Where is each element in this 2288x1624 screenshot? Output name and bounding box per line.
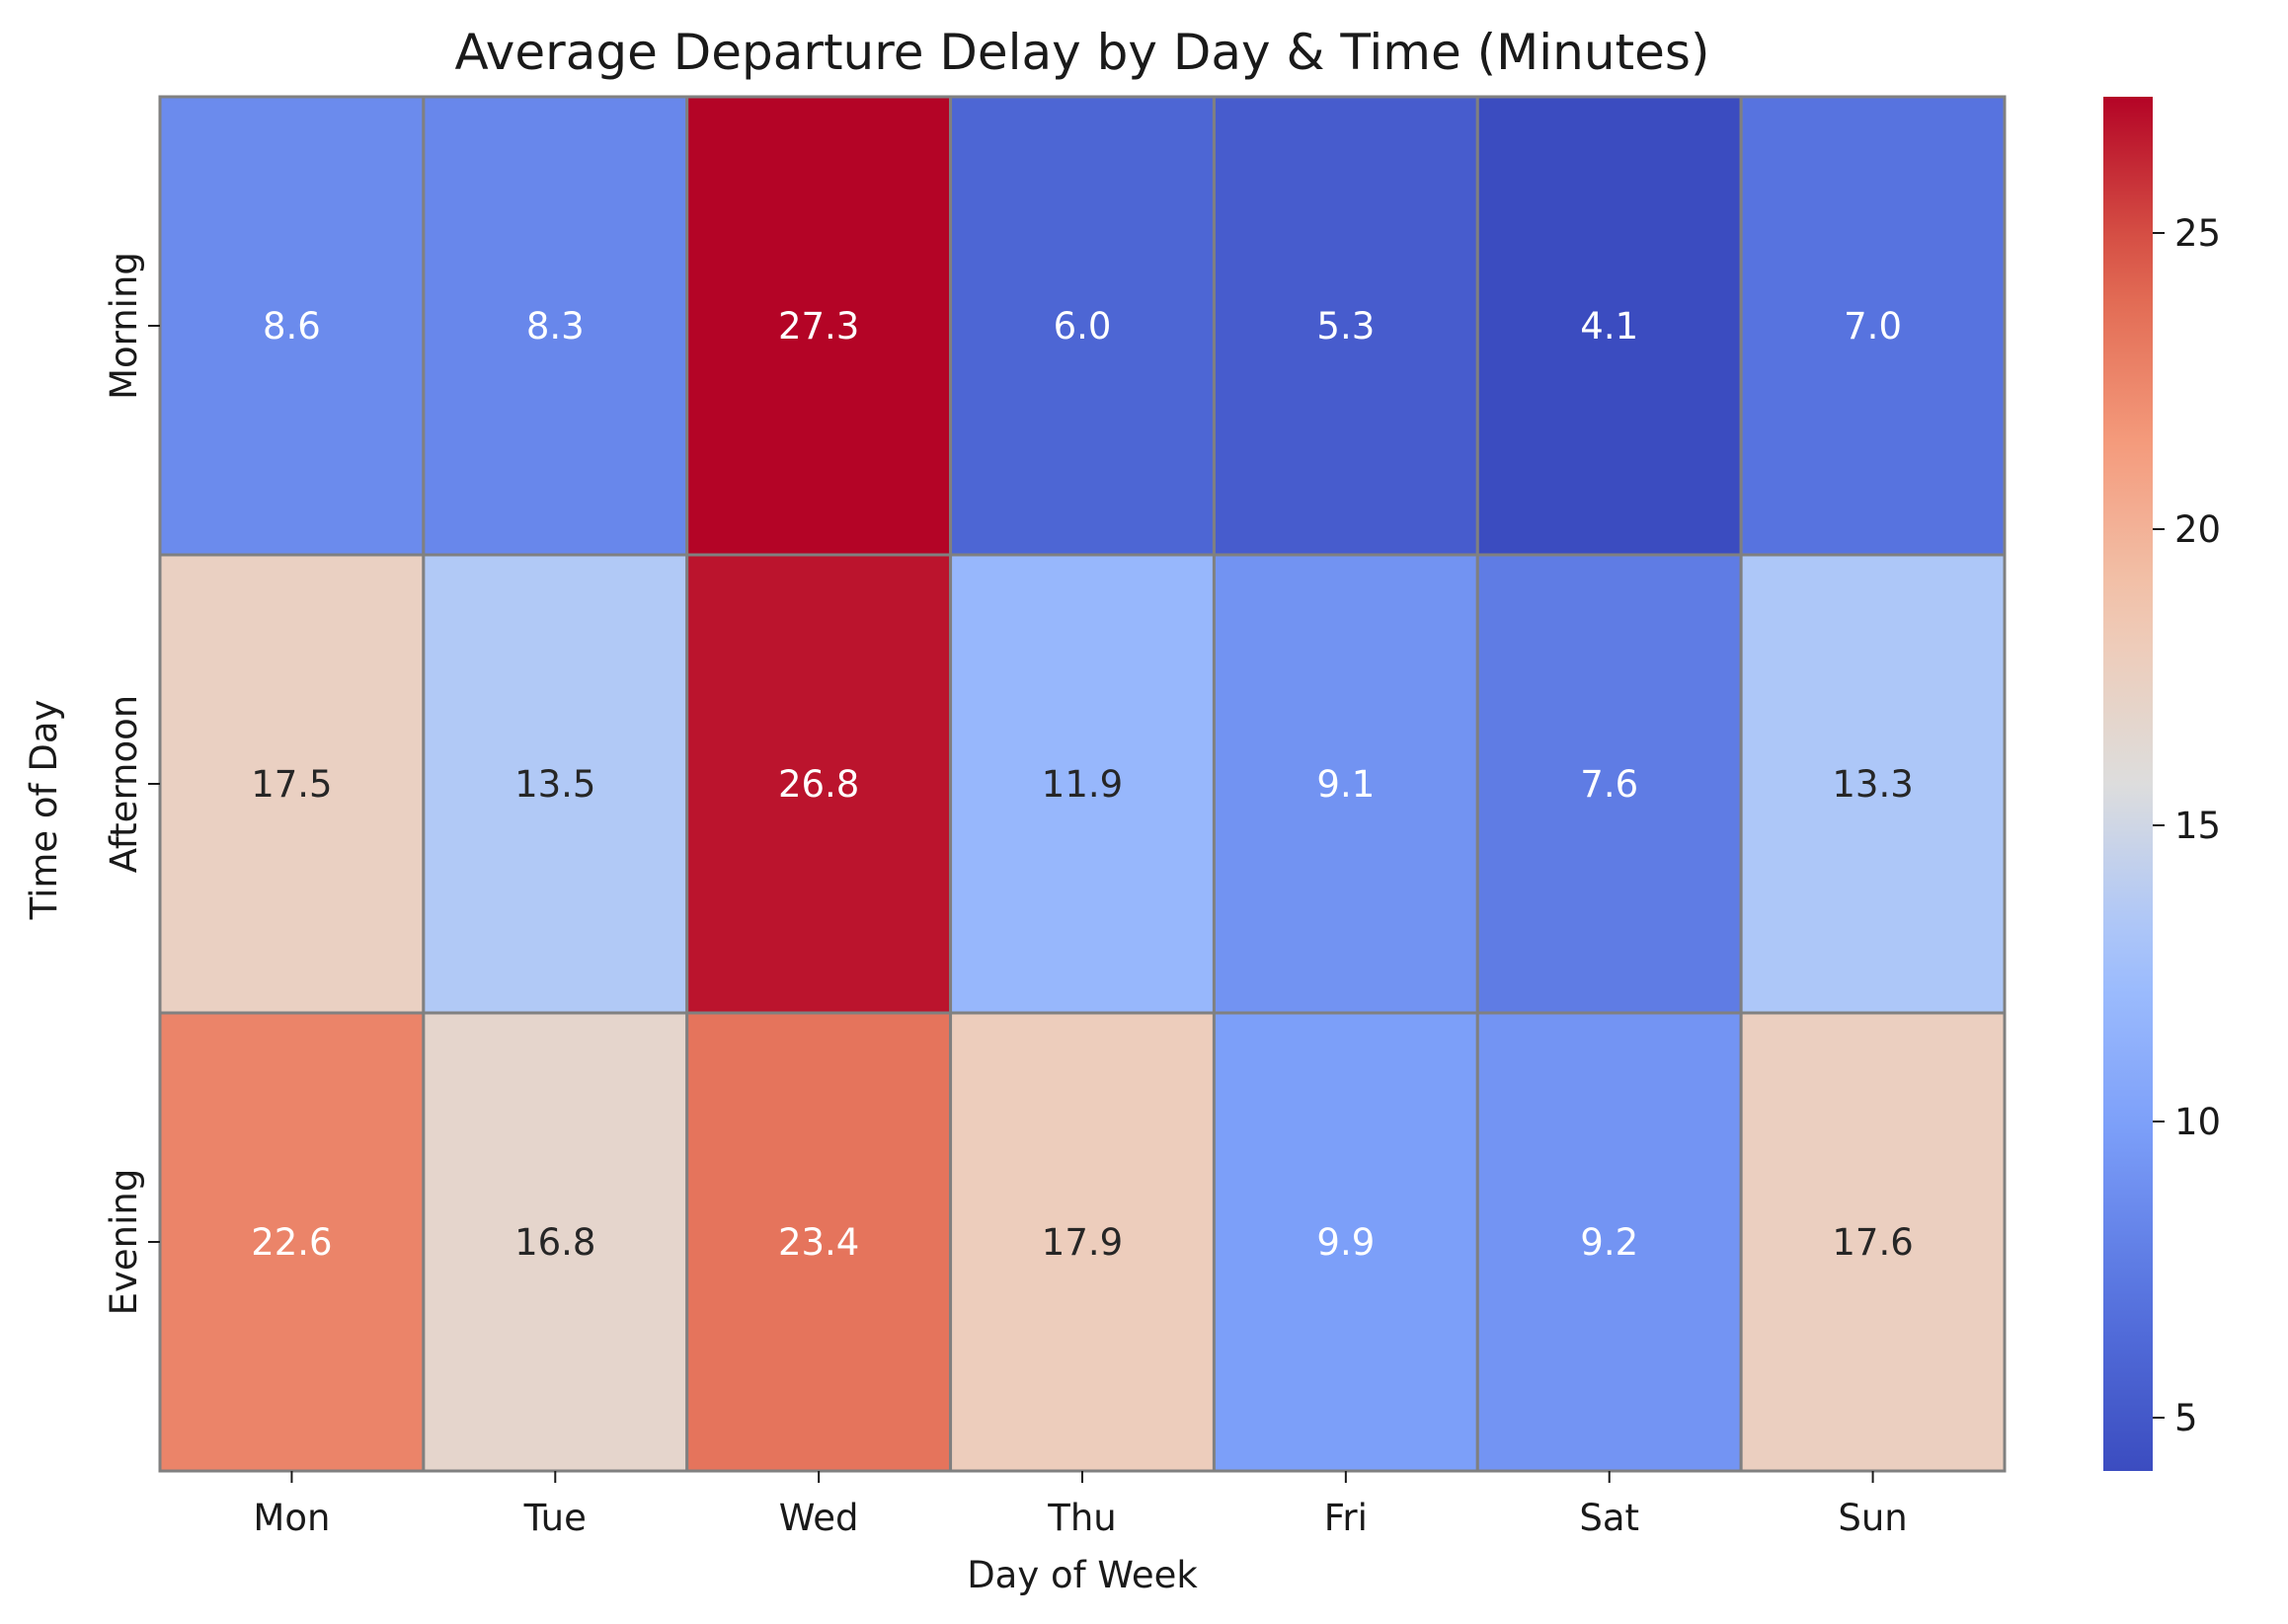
heatmap-cell-morning-thu — [949, 95, 1216, 557]
x-tick-label-wed: Wed — [779, 1497, 859, 1539]
cell-value-label: 22.6 — [251, 1221, 332, 1264]
heatmap-cell-afternoon-fri — [1212, 553, 1479, 1015]
cell-value-label: 11.9 — [1042, 763, 1123, 806]
x-tick-label-fri: Fri — [1324, 1497, 1368, 1539]
y-axis-ticks: Morning Afternoon Evening — [103, 252, 160, 1315]
x-tick-label-sun: Sun — [1838, 1497, 1907, 1539]
cell-value-label: 16.8 — [514, 1221, 595, 1264]
x-tick-label-tue: Tue — [523, 1497, 587, 1539]
heatmap-cell-evening-thu — [949, 1011, 1216, 1473]
cell-value-label: 4.1 — [1580, 305, 1638, 348]
cell-value-label: 5.3 — [1316, 305, 1375, 348]
cell-value-label: 26.8 — [778, 763, 859, 806]
colorbar-tick-label: 15 — [2174, 805, 2221, 847]
colorbar-tick-label: 20 — [2174, 508, 2221, 551]
heatmap-cell-morning-fri — [1212, 95, 1479, 557]
colorbar-tick-label: 5 — [2174, 1397, 2198, 1439]
heatmap-cell-morning-wed — [685, 95, 953, 557]
heatmap-cell-evening-sun — [1739, 1011, 2007, 1473]
cell-value-label: 8.6 — [263, 305, 321, 348]
heatmap-cell-afternoon-sun — [1739, 553, 2007, 1015]
colorbar-tick-label: 10 — [2174, 1101, 2221, 1143]
heatmap-cell-morning-mon — [158, 95, 426, 557]
cell-value-label: 13.3 — [1832, 763, 1913, 806]
colorbar — [2103, 97, 2153, 1471]
x-tick-label-mon: Mon — [253, 1497, 330, 1539]
heatmap-cell-evening-wed — [685, 1011, 953, 1473]
x-tick-label-thu: Thu — [1047, 1497, 1117, 1539]
x-axis-ticks: Mon Tue Wed Thu Fri Sat Sun — [253, 1471, 1908, 1539]
heatmap-cell-afternoon-sat — [1475, 553, 1743, 1015]
colorbar-tick-label: 25 — [2174, 212, 2221, 255]
cell-value-label: 9.1 — [1316, 763, 1375, 806]
heatmap-cell-afternoon-mon — [158, 553, 426, 1015]
cell-value-label: 13.5 — [514, 763, 595, 806]
chart-title: Average Departure Delay by Day & Time (M… — [455, 24, 1710, 81]
y-tick-label-afternoon: Afternoon — [103, 695, 145, 873]
heatmap-cell-evening-fri — [1212, 1011, 1479, 1473]
heatmap-cell-morning-sat — [1475, 95, 1743, 557]
x-tick-label-sat: Sat — [1579, 1497, 1639, 1539]
cell-value-label: 17.5 — [251, 763, 332, 806]
y-tick-label-evening: Evening — [103, 1169, 145, 1316]
cell-value-label: 23.4 — [778, 1221, 859, 1264]
x-axis-label: Day of Week — [967, 1554, 1198, 1596]
cell-value-label: 7.0 — [1844, 305, 1902, 348]
heatmap-cell-morning-tue — [422, 95, 689, 557]
y-tick-label-morning: Morning — [103, 252, 145, 400]
cell-value-label: 27.3 — [778, 305, 859, 348]
y-axis-label: Time of Day — [23, 700, 65, 921]
cell-value-label: 7.6 — [1580, 763, 1638, 806]
heatmap-cell-evening-mon — [158, 1011, 426, 1473]
heatmap-cell-afternoon-wed — [685, 553, 953, 1015]
cell-value-label: 17.9 — [1042, 1221, 1123, 1264]
cell-value-label: 17.6 — [1832, 1221, 1913, 1264]
cell-value-label: 9.2 — [1580, 1221, 1638, 1264]
cell-value-label: 6.0 — [1054, 305, 1112, 348]
heatmap-cell-evening-sat — [1475, 1011, 1743, 1473]
heatmap-cell-evening-tue — [422, 1011, 689, 1473]
cell-value-label: 9.9 — [1316, 1221, 1375, 1264]
cell-value-label: 8.3 — [526, 305, 585, 348]
heatmap-cells: 8.6 8.3 27.3 6.0 5.3 4.1 7.0 17.5 13.5 26.8 11.9 9.… — [158, 95, 2007, 1473]
colorbar-ticks: 5 10 15 20 25 — [2153, 212, 2221, 1439]
